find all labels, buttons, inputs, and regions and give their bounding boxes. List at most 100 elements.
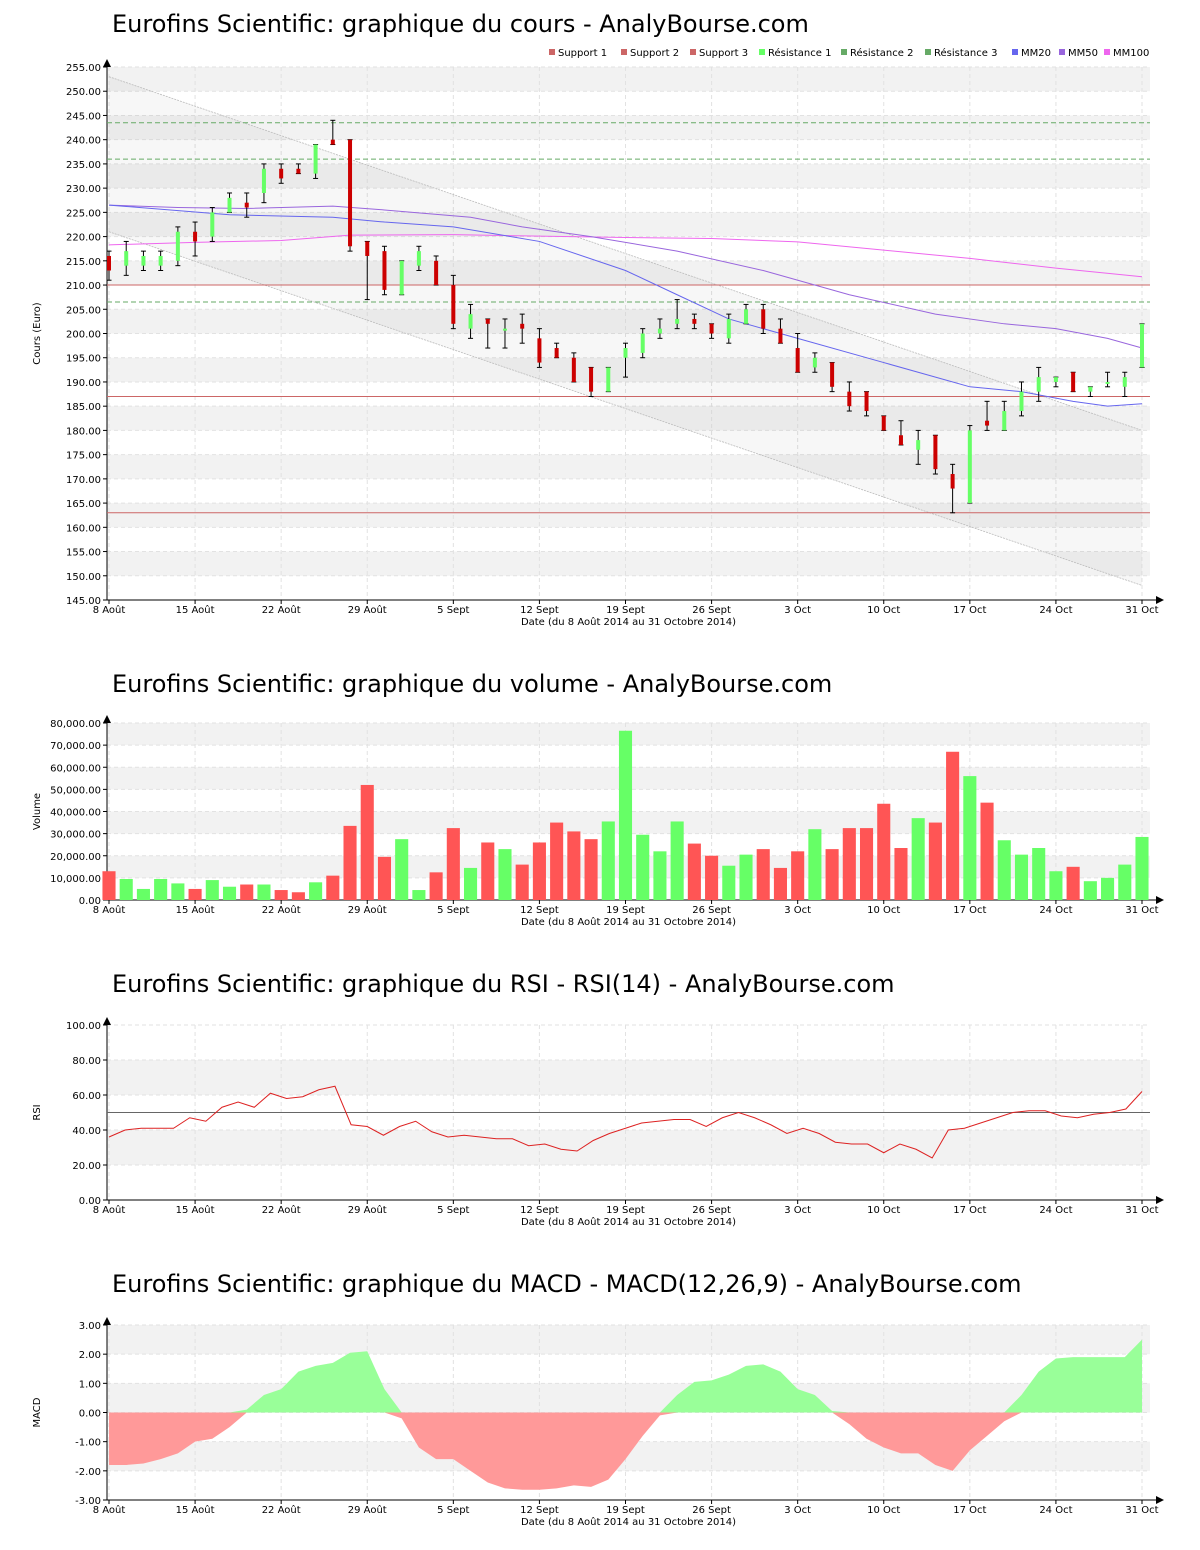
legend-label: MM100 [1113, 48, 1149, 59]
volume-bar [343, 825, 357, 900]
volume-bar [1101, 877, 1115, 900]
x-tick-label: 29 Août [348, 1504, 387, 1516]
y-tick-label: 200.00 [66, 330, 101, 341]
y-tick-label: 255.00 [66, 63, 101, 74]
legend-label: Résistance 3 [934, 47, 997, 59]
legend-label: Support 1 [558, 48, 607, 59]
x-tick-label: 24 Oct [1039, 605, 1072, 616]
volume-bar [670, 821, 684, 900]
x-tick-label: 31 Oct [1125, 605, 1158, 616]
volume-bar [274, 890, 288, 900]
x-tick-label: 22 Août [262, 1504, 301, 1516]
volume-bar [222, 886, 237, 900]
volume-bar [567, 831, 581, 900]
volume-bar [911, 818, 925, 900]
volume-bar [997, 840, 1011, 900]
volume-bar [446, 828, 460, 900]
y-tick-label: 60.00 [72, 1091, 101, 1102]
candle-body [1140, 323, 1144, 368]
volume-bar [136, 888, 150, 900]
y-tick-label: 10,000.00 [50, 874, 101, 885]
candle-body [778, 328, 783, 344]
x-tick-label: 22 Août [262, 604, 301, 616]
volume-bar [722, 865, 736, 900]
volume-bar [894, 848, 908, 900]
legend-label: MM50 [1068, 48, 1098, 59]
volume-bar [756, 849, 770, 900]
volume-bar [429, 872, 443, 900]
candle-body [365, 241, 370, 256]
volume-bar [791, 851, 805, 900]
x-tick-label: 15 Août [176, 1504, 215, 1516]
volume-panel: Eurofins Scientific: graphique du volume… [0, 670, 1200, 940]
grid-band [107, 1060, 1150, 1095]
y-tick-label: 0.00 [79, 1409, 101, 1420]
x-tick-label: 22 Août [262, 904, 301, 916]
x-tick-label: 15 Août [176, 904, 215, 916]
volume-bar [705, 855, 719, 900]
candle-body [795, 348, 800, 373]
volume-bar [550, 822, 564, 900]
y-tick-label: 0.00 [79, 896, 101, 907]
volume-bar [1083, 881, 1097, 900]
mm20-line [108, 204, 1143, 407]
y-tick-label: 215.00 [66, 257, 101, 268]
x-tick-label: 31 Oct [1125, 1505, 1158, 1516]
candle-body [141, 255, 146, 266]
x-tick-label: 10 Oct [867, 1205, 900, 1216]
x-axis-arrow [1156, 596, 1164, 604]
volume-bar [205, 880, 219, 900]
legend-swatch [1104, 49, 1110, 55]
legend-label: Support 2 [630, 48, 679, 59]
legend-swatch [690, 49, 696, 55]
candle-body [434, 260, 439, 286]
y-tick-label: 250.00 [66, 87, 101, 98]
candle-body [881, 415, 886, 431]
y-tick-label: 175.00 [66, 451, 101, 462]
legend-label: Résistance 1 [768, 47, 831, 59]
candle-body [1088, 386, 1093, 392]
x-tick-label: 10 Oct [867, 605, 900, 616]
candle-body [1105, 381, 1110, 384]
candle-body [726, 318, 731, 339]
volume-bar [739, 854, 753, 900]
volume-bar [618, 730, 633, 900]
volume-bar [946, 751, 960, 900]
y-axis-arrow [103, 59, 111, 67]
x-tick-label: 8 Août [93, 604, 126, 616]
x-tick-label: 26 Sept [692, 905, 731, 916]
volume-bar [291, 892, 305, 900]
volume-bar [1066, 866, 1080, 900]
volume-bar [1118, 864, 1132, 900]
candle-body [675, 318, 680, 324]
x-axis-arrow [1156, 1496, 1164, 1504]
y-tick-label: 165.00 [66, 499, 101, 510]
volume-bar [188, 888, 202, 900]
x-tick-label: 5 Sept [437, 1205, 469, 1216]
y-tick-label: -2.00 [75, 1467, 101, 1478]
macd-chart-title: Eurofins Scientific: graphique du MACD -… [112, 1270, 1022, 1298]
price-chart: 145.00 150.00 155.00 160.00 165.00 170.00 175.… [32, 47, 1164, 628]
y-tick-label: 225.00 [66, 208, 101, 219]
candle-body [520, 323, 525, 329]
candle-body [210, 212, 215, 237]
y-tick-label: 190.00 [66, 378, 101, 389]
volume-bar [687, 843, 701, 900]
y-axis-arrow [103, 1017, 111, 1025]
volume-bar [240, 884, 254, 900]
x-tick-label: 24 Oct [1039, 1505, 1072, 1516]
volume-bar [653, 851, 667, 900]
rsi-panel: Eurofins Scientific: graphique du RSI - … [0, 970, 1200, 1240]
y-tick-label: 50,000.00 [50, 785, 101, 796]
x-axis-title: Date (du 8 Août 2014 au 31 Octobre 2014) [521, 916, 736, 928]
x-tick-label: 22 Août [262, 1204, 301, 1216]
candle-body [571, 357, 576, 382]
candle-body [864, 391, 869, 412]
x-tick-label: 12 Sept [520, 905, 559, 916]
candle-body [502, 328, 507, 331]
candle-body [623, 348, 628, 358]
y-axis-arrow [103, 715, 111, 723]
y-axis-title: Cours (Euro) [32, 302, 43, 365]
rsi-chart-title: Eurofins Scientific: graphique du RSI - … [112, 970, 895, 998]
y-tick-label: -1.00 [75, 1438, 101, 1449]
